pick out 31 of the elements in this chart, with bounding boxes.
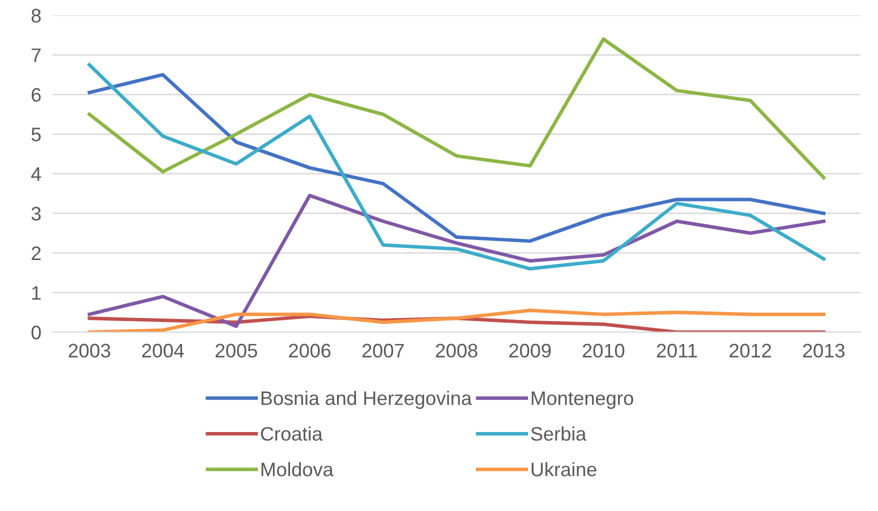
y-tick-label: 6 xyxy=(32,88,41,102)
legend-label: Moldova xyxy=(262,462,334,476)
x-tick-label: 2012 xyxy=(730,344,771,358)
legend-label: Montenegro xyxy=(532,392,634,409)
x-tick-label: 2003 xyxy=(68,344,110,358)
legend-label: Ukraine xyxy=(532,462,596,476)
y-tick-label: 3 xyxy=(31,206,41,221)
x-tick-label: 2007 xyxy=(362,344,404,358)
legend-label: Croatia xyxy=(260,426,323,441)
y-tick-label: 7 xyxy=(32,48,41,62)
line-series xyxy=(88,308,826,332)
y-tick-label: 8 xyxy=(32,8,41,23)
line-series xyxy=(88,73,826,243)
x-tick-label: 2010 xyxy=(582,344,624,358)
legend-label: Bosnia and Herzegovina xyxy=(262,390,472,409)
x-tick-label: 2006 xyxy=(289,344,330,358)
line-series xyxy=(88,37,826,180)
x-tick-label: 2011 xyxy=(656,344,697,358)
line-series xyxy=(88,194,826,328)
line-series xyxy=(88,63,826,271)
y-tick-label: 0 xyxy=(32,326,41,340)
y-tick-label: 5 xyxy=(32,128,41,142)
x-tick-label: 2009 xyxy=(509,344,551,358)
y-tick-label: 4 xyxy=(31,167,41,181)
legend-label: Serbia xyxy=(531,426,586,441)
x-tick-label: 2013 xyxy=(803,344,844,358)
x-tick-label: 2005 xyxy=(216,344,258,358)
y-tick-label: 1 xyxy=(32,286,41,300)
x-tick-label: 2008 xyxy=(436,344,478,358)
y-tick-label: 2 xyxy=(32,246,41,260)
x-tick-label: 2004 xyxy=(142,344,184,358)
